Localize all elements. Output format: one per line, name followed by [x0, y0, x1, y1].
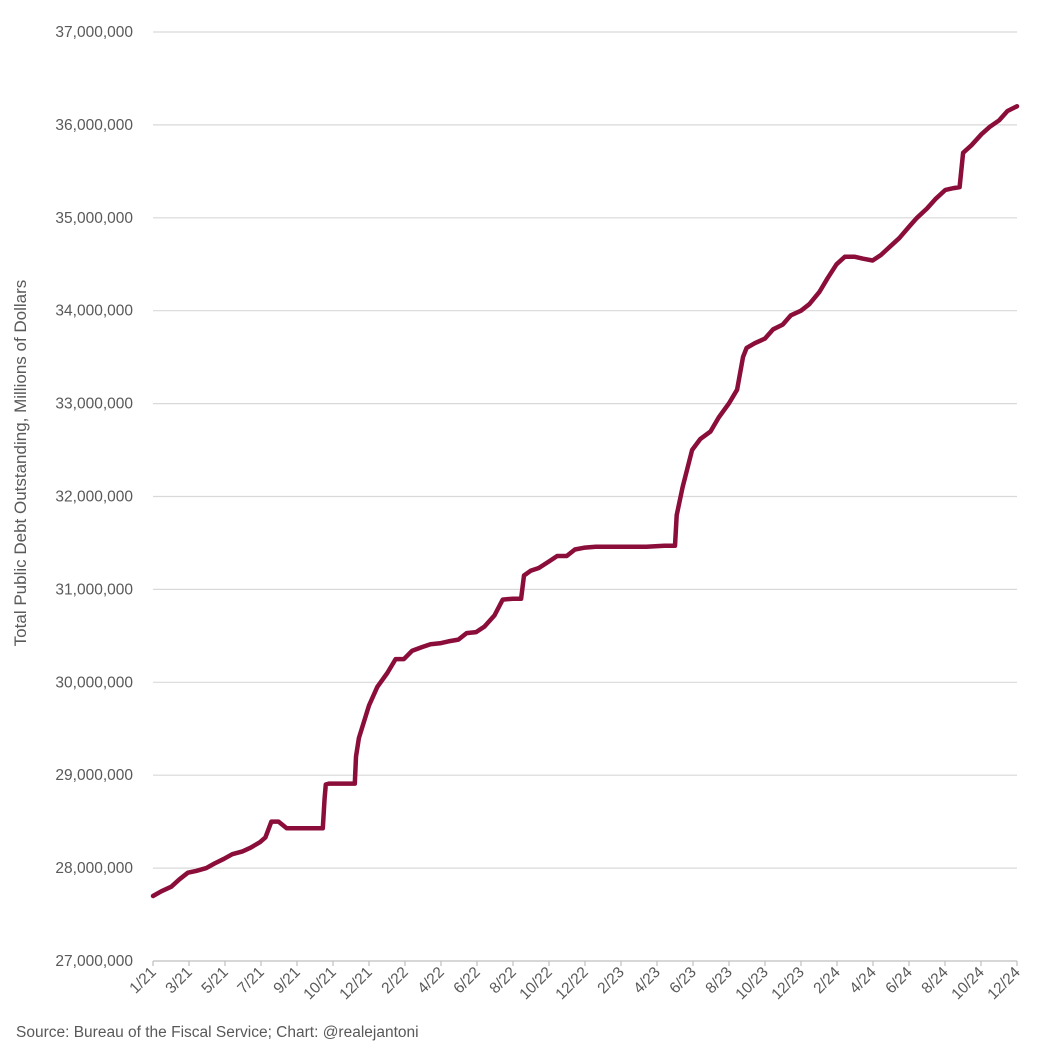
x-tick-label: 3/21 [162, 964, 195, 997]
y-tick-label: 36,000,000 [55, 117, 133, 134]
x-tick-label: 4/22 [414, 964, 447, 997]
y-tick-label: 30,000,000 [55, 674, 133, 691]
x-tick-label: 2/23 [594, 964, 627, 997]
x-tick-label: 10/21 [300, 964, 339, 1003]
x-tick-label: 4/23 [630, 964, 663, 997]
y-tick-label: 35,000,000 [55, 210, 133, 227]
x-tick-label: 8/23 [702, 964, 735, 997]
y-tick-label: 27,000,000 [55, 953, 133, 970]
x-tick-label: 2/22 [378, 964, 411, 997]
y-tick-label: 29,000,000 [55, 767, 133, 784]
x-tick-label: 10/24 [948, 964, 988, 1004]
source-credit: Source: Bureau of the Fiscal Service; Ch… [16, 1024, 419, 1041]
x-tick-label: 10/22 [516, 964, 555, 1003]
gridlines [153, 31, 1017, 962]
x-tick-label: 12/23 [768, 964, 807, 1003]
series-line-layer [150, 104, 1020, 899]
x-tick-label: 12/22 [552, 964, 591, 1003]
x-tick-label: 8/24 [918, 964, 952, 998]
x-tick-label: 7/21 [234, 964, 267, 997]
debt-series-line [150, 104, 1020, 899]
x-tick-label: 6/22 [450, 964, 483, 997]
x-tick-label: 5/21 [198, 964, 231, 997]
y-tick-labels: 27,000,000 28,000,000 29,000,000 30,000,000… [55, 24, 133, 970]
x-tick-label: 12/24 [984, 964, 1024, 1004]
x-tick-label: 10/23 [732, 964, 771, 1003]
y-tick-label: 33,000,000 [55, 396, 133, 413]
y-tick-label: 28,000,000 [55, 860, 133, 877]
y-tick-label: 34,000,000 [55, 303, 133, 320]
x-tick-label: 9/21 [270, 964, 303, 997]
y-tick-label: 31,000,000 [55, 581, 133, 598]
x-tick-label: 6/23 [666, 964, 699, 997]
x-tick-label: 2/24 [810, 964, 844, 998]
x-tick-label: 8/22 [486, 964, 519, 997]
y-tick-label: 32,000,000 [55, 489, 133, 506]
y-axis-label: Total Public Debt Outstanding, Millions … [11, 280, 30, 647]
x-tick-label: 4/24 [846, 964, 880, 998]
y-tick-label: 37,000,000 [55, 24, 133, 41]
x-tick-label: 12/21 [336, 964, 375, 1003]
x-tick-label: 6/24 [882, 964, 916, 998]
